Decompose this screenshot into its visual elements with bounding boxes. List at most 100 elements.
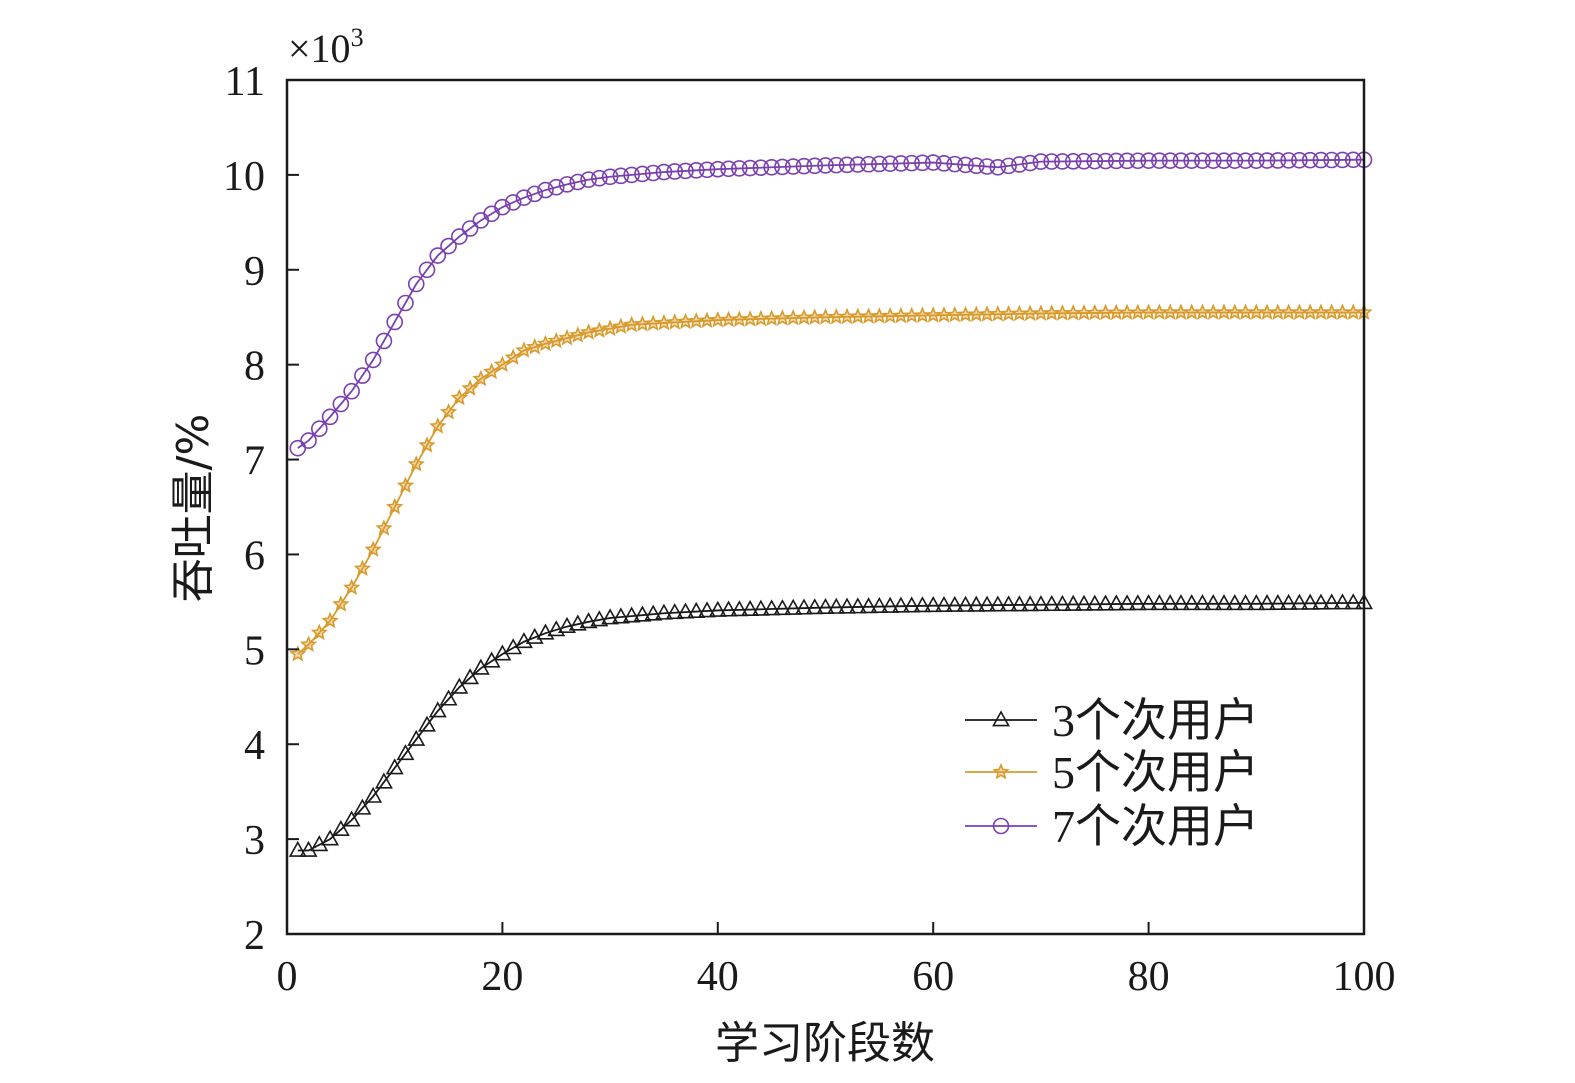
star-marker: [849, 307, 867, 325]
circle-marker: [655, 163, 673, 181]
triangle-marker: [859, 597, 878, 614]
circle-marker: [1161, 152, 1179, 169]
circle-marker: [1301, 151, 1319, 169]
star-marker: [1043, 304, 1061, 321]
circle-marker: [1054, 153, 1071, 170]
star-marker: [450, 388, 468, 406]
triangle-marker: [992, 710, 1010, 727]
circle-marker: [1334, 151, 1351, 169]
circle-marker: [526, 185, 544, 203]
triangle-marker: [568, 614, 587, 631]
x-tick-label: 100: [1333, 954, 1396, 1000]
circle-marker: [903, 154, 920, 172]
triangle-marker: [590, 610, 609, 627]
y-tick-label: 2: [244, 913, 265, 959]
y-tick-label: 11: [225, 59, 265, 105]
circle-marker: [644, 164, 662, 182]
star-marker: [666, 313, 684, 330]
triangle-marker: [1107, 594, 1126, 611]
star-marker: [967, 305, 985, 322]
circle-marker: [1140, 152, 1157, 169]
circle-marker: [1215, 152, 1233, 169]
circle-marker: [451, 228, 468, 245]
circle-marker: [354, 367, 371, 384]
triangle-marker: [1322, 593, 1341, 610]
star-marker: [784, 308, 802, 326]
star-marker: [741, 310, 759, 327]
triangle-marker: [719, 600, 738, 617]
series-3: [289, 151, 1373, 457]
y-tick-label: 7: [244, 439, 265, 485]
star-marker: [407, 455, 425, 472]
circle-marker: [1226, 152, 1244, 169]
star-marker: [676, 312, 695, 330]
circle-marker: [795, 157, 813, 175]
triangle-marker: [794, 598, 813, 615]
star-marker: [569, 326, 587, 343]
triangle-marker: [1021, 595, 1040, 612]
star-marker: [623, 315, 641, 333]
star-marker: [935, 306, 953, 323]
circle-marker: [397, 294, 414, 312]
triangle-marker: [396, 744, 415, 761]
triangle-marker: [924, 596, 943, 613]
triangle-marker: [622, 606, 641, 623]
star-marker: [482, 362, 501, 380]
circle-marker: [1021, 154, 1039, 172]
circle-marker: [494, 198, 511, 216]
triangle-marker: [364, 786, 383, 803]
triangle-marker: [1042, 595, 1061, 612]
triangle-marker: [299, 840, 318, 857]
y-axis-label: 吞吐量/%: [168, 414, 219, 603]
legend-item: 5个次用户: [965, 747, 1259, 798]
star-marker: [299, 635, 318, 652]
star-marker: [913, 306, 932, 323]
triangle-marker: [461, 668, 480, 685]
triangle-marker: [1301, 593, 1320, 610]
circle-marker: [591, 169, 608, 187]
circle-marker: [1172, 152, 1190, 169]
star-marker: [364, 540, 382, 558]
star-marker: [1075, 303, 1093, 321]
triangle-marker: [1236, 594, 1255, 611]
circle-marker: [1312, 151, 1330, 169]
triangle-marker: [935, 595, 953, 612]
star-marker: [999, 304, 1018, 322]
star-marker: [1053, 304, 1072, 321]
circle-marker: [1194, 152, 1211, 169]
star-marker: [429, 417, 447, 434]
circle-marker: [1258, 152, 1276, 169]
circle-marker: [311, 420, 328, 438]
triangle-marker: [1064, 594, 1083, 611]
triangle-marker: [374, 772, 393, 789]
star-marker: [633, 315, 652, 332]
star-marker: [375, 519, 393, 536]
star-marker: [342, 578, 361, 596]
triangle-marker: [428, 701, 447, 718]
circle-marker: [784, 158, 802, 175]
legend-item: 3个次用户: [965, 695, 1259, 746]
circle-marker: [504, 194, 522, 211]
triangle-marker: [762, 599, 781, 616]
axis-ticks: 0 20 40 60 80 100 2 3 4 5 6 7 8 9 10 11: [223, 59, 1396, 1000]
star-marker: [386, 497, 404, 515]
x-tick-label: 80: [1128, 954, 1170, 1000]
circle-marker: [429, 247, 447, 264]
circle-marker: [612, 167, 630, 185]
circle-marker: [1237, 152, 1254, 169]
circle-marker: [386, 313, 404, 331]
triangle-marker: [665, 603, 684, 620]
triangle-marker: [644, 604, 663, 621]
triangle-marker: [1215, 594, 1233, 611]
circle-marker: [709, 160, 727, 178]
triangle-marker: [891, 596, 910, 613]
plot-marks: [288, 151, 1373, 857]
triangle-marker: [1139, 594, 1158, 611]
triangle-marker: [870, 596, 889, 614]
triangle-marker: [450, 677, 469, 694]
star-marker: [590, 321, 608, 338]
star-marker: [321, 611, 339, 629]
circle-marker: [957, 156, 974, 174]
triangle-marker: [687, 601, 706, 618]
circle-marker: [1107, 152, 1125, 170]
